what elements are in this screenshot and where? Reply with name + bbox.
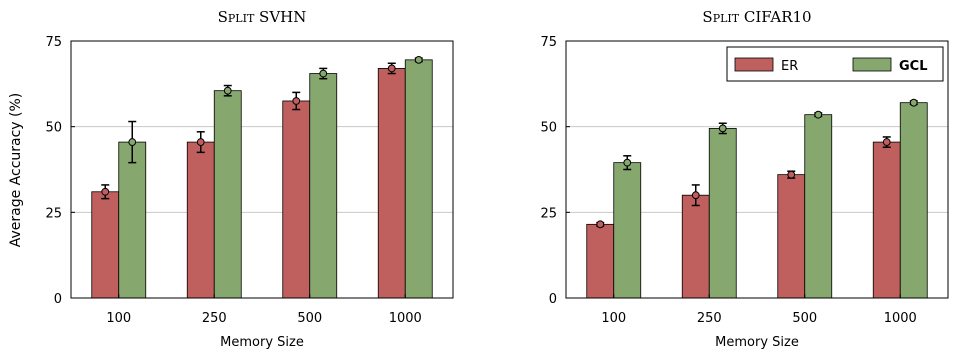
mean-marker — [196, 138, 205, 146]
bar-gcl — [309, 73, 338, 299]
legend: ER GCL — [726, 46, 944, 82]
x-tick-label: 250 — [697, 311, 722, 326]
legend-swatch-gcl — [852, 57, 892, 72]
x-tick-label: 500 — [792, 311, 817, 326]
mean-marker — [909, 98, 918, 107]
mean-marker — [319, 69, 328, 78]
plot-frame — [70, 40, 454, 299]
mean-marker — [814, 110, 823, 119]
y-tick-label: 75 — [540, 35, 557, 50]
bar-gcl — [404, 59, 433, 299]
y-axis-label: Average Accuracy (%) — [8, 93, 24, 248]
x-axis-label: Memory Size — [220, 335, 304, 350]
y-tick-label: 0 — [549, 292, 557, 307]
mean-marker — [787, 170, 796, 179]
bar-er — [586, 223, 615, 299]
x-tick-label: 1000 — [389, 311, 422, 326]
mean-marker — [387, 64, 396, 73]
x-tick-label: 500 — [297, 311, 322, 326]
x-tick-label: 1000 — [884, 311, 917, 326]
bar-gcl — [804, 114, 833, 299]
mean-marker — [882, 138, 891, 146]
bar-gcl — [708, 127, 737, 299]
x-axis-label: Memory Size — [715, 335, 799, 350]
y-tick-label: 75 — [45, 35, 62, 50]
mean-marker — [623, 158, 632, 167]
legend-swatch-er — [734, 57, 774, 72]
y-tick-label: 25 — [540, 206, 557, 221]
bar-er — [377, 68, 406, 299]
bar-gcl — [118, 141, 147, 299]
y-tick-label: 25 — [45, 206, 62, 221]
bar-er — [282, 100, 311, 299]
chart-title: Split CIFAR10 — [702, 8, 811, 26]
y-tick-label: 50 — [540, 121, 557, 136]
legend-label-gcl: GCL — [899, 59, 928, 74]
chart-panel-1: Split SVHN 0 25 50 75 100 250 500 1000 Memory Siz… — [45, 8, 454, 350]
mean-marker — [596, 220, 605, 229]
mean-marker — [223, 86, 232, 95]
bar-er — [186, 141, 215, 299]
y-tick-label: 50 — [45, 121, 62, 136]
mean-marker — [292, 97, 301, 105]
bar-gcl — [613, 162, 642, 299]
y-tick-label: 0 — [54, 292, 62, 307]
mean-marker — [128, 138, 137, 146]
legend-label-er: ER — [781, 59, 798, 74]
bar-er — [777, 174, 806, 299]
bar-er — [681, 194, 710, 299]
chart-panel-2: Split CIFAR10 0 25 50 75 100 250 500 1000 Memory … — [540, 8, 949, 350]
bar-gcl — [899, 102, 928, 299]
mean-marker — [718, 124, 727, 133]
bar-er — [91, 191, 120, 299]
chart-title: Split SVHN — [218, 8, 307, 26]
bar-gcl — [213, 90, 242, 299]
mean-marker — [691, 191, 700, 200]
mean-marker — [414, 55, 423, 64]
x-tick-label: 250 — [202, 311, 227, 326]
mean-marker — [101, 187, 110, 196]
x-tick-label: 100 — [106, 311, 131, 326]
x-tick-label: 100 — [601, 311, 626, 326]
bar-er — [872, 141, 901, 299]
plot-frame — [565, 40, 949, 299]
